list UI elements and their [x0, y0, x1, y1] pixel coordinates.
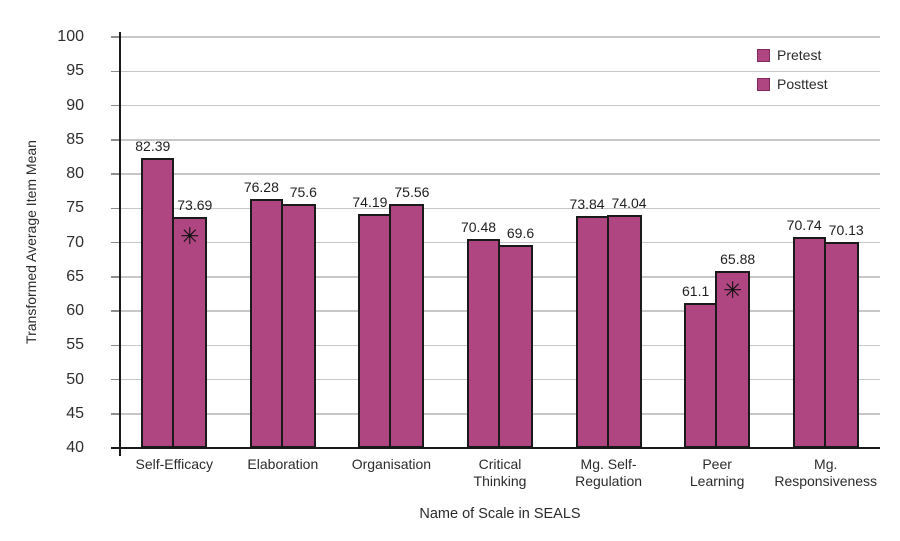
- category-label: Mg. Responsiveness: [774, 456, 878, 489]
- y-axis-tick: [111, 36, 120, 38]
- gridline: [120, 241, 880, 244]
- y-axis-tick: [111, 104, 120, 107]
- bar-value-label: 61.1: [682, 283, 710, 300]
- y-tick-label: 55: [66, 336, 84, 354]
- bar-value-label: 73.84: [569, 196, 605, 213]
- bar-value-label: 69.6: [506, 225, 535, 242]
- bar-pretest: [358, 213, 392, 448]
- significance-asterisk: ✳: [723, 277, 743, 304]
- bar-pretest: [467, 239, 500, 448]
- category-label: Critical Thinking: [473, 456, 527, 489]
- bar-pretest: [684, 303, 718, 448]
- y-tick-label: 50: [66, 370, 84, 388]
- gridline: [120, 139, 880, 141]
- bar-posttest: [280, 204, 316, 448]
- y-tick-label: 80: [66, 165, 84, 182]
- category-label: Elaboration: [247, 456, 319, 472]
- bar-pretest: [575, 216, 609, 448]
- y-axis-tick: [111, 241, 120, 244]
- category-label: Organisation: [351, 456, 432, 472]
- y-axis-tick: [111, 173, 120, 175]
- y-axis-tick: [111, 344, 120, 346]
- bar-value-label: 70.48: [460, 219, 497, 236]
- bar-value-label: 65.88: [720, 250, 756, 267]
- y-tick-label: 60: [66, 302, 84, 319]
- bar-pretest: [249, 199, 283, 448]
- y-axis-tick: [111, 378, 120, 381]
- gridline: [120, 207, 880, 209]
- y-tick-label: 75: [66, 199, 84, 217]
- bar-posttest: [172, 217, 208, 448]
- gridline: [120, 173, 880, 175]
- gridline: [120, 104, 880, 107]
- category-label: Mg. Self- Regulation: [575, 456, 643, 489]
- bar-value-label: 75.6: [289, 184, 317, 201]
- y-axis-tick: [111, 310, 120, 312]
- bar-posttest: [823, 241, 859, 448]
- y-tick-label: 65: [66, 267, 84, 285]
- legend-label: Pretest: [777, 47, 822, 63]
- x-axis-title: Name of Scale in SEALS: [419, 506, 581, 522]
- bar-posttest: [715, 270, 751, 448]
- y-axis-tick: [111, 139, 120, 141]
- category-label: Self-Efficacy: [135, 456, 214, 472]
- y-tick-label: 45: [66, 404, 84, 422]
- y-axis-tick: [111, 413, 120, 415]
- y-tick-label: 85: [66, 130, 84, 148]
- legend-item-pretest: Pretest: [757, 47, 828, 63]
- y-axis-line: [119, 32, 121, 456]
- bar-value-label: 70.74: [786, 217, 822, 234]
- y-tick-label: 70: [66, 233, 84, 251]
- bar-posttest: [498, 245, 533, 448]
- legend: Pretest Posttest: [757, 47, 828, 105]
- bar-posttest: [606, 214, 642, 448]
- significance-asterisk: ✳: [180, 224, 200, 251]
- bar-value-label: 75.56: [394, 184, 430, 201]
- bar-value-label: 74.04: [611, 194, 647, 211]
- legend-swatch: [757, 77, 770, 91]
- gridline: [120, 70, 880, 72]
- bar-pretest: [792, 237, 826, 448]
- y-tick-label: 90: [66, 96, 84, 114]
- y-tick-label: 95: [66, 62, 84, 80]
- bar-value-label: 70.13: [828, 221, 864, 238]
- bar-value-label: 74.19: [352, 193, 388, 210]
- y-axis-tick: [111, 276, 120, 278]
- x-axis-line: [111, 447, 880, 449]
- y-tick-label: 40: [66, 439, 84, 456]
- legend-label: Posttest: [777, 76, 828, 92]
- y-tick-label: 100: [57, 28, 84, 45]
- bar-value-label: 73.69: [177, 197, 213, 214]
- y-axis-tick: [111, 207, 120, 209]
- category-label: Peer Learning: [689, 456, 745, 489]
- legend-swatch: [757, 48, 770, 62]
- y-axis-tick: [111, 70, 120, 72]
- gridline: [120, 36, 880, 38]
- bar-pretest: [141, 157, 175, 448]
- bar-posttest: [389, 204, 425, 448]
- legend-item-posttest: Posttest: [757, 76, 828, 92]
- bar-value-label: 82.39: [135, 137, 171, 154]
- bar-value-label: 76.28: [243, 179, 279, 196]
